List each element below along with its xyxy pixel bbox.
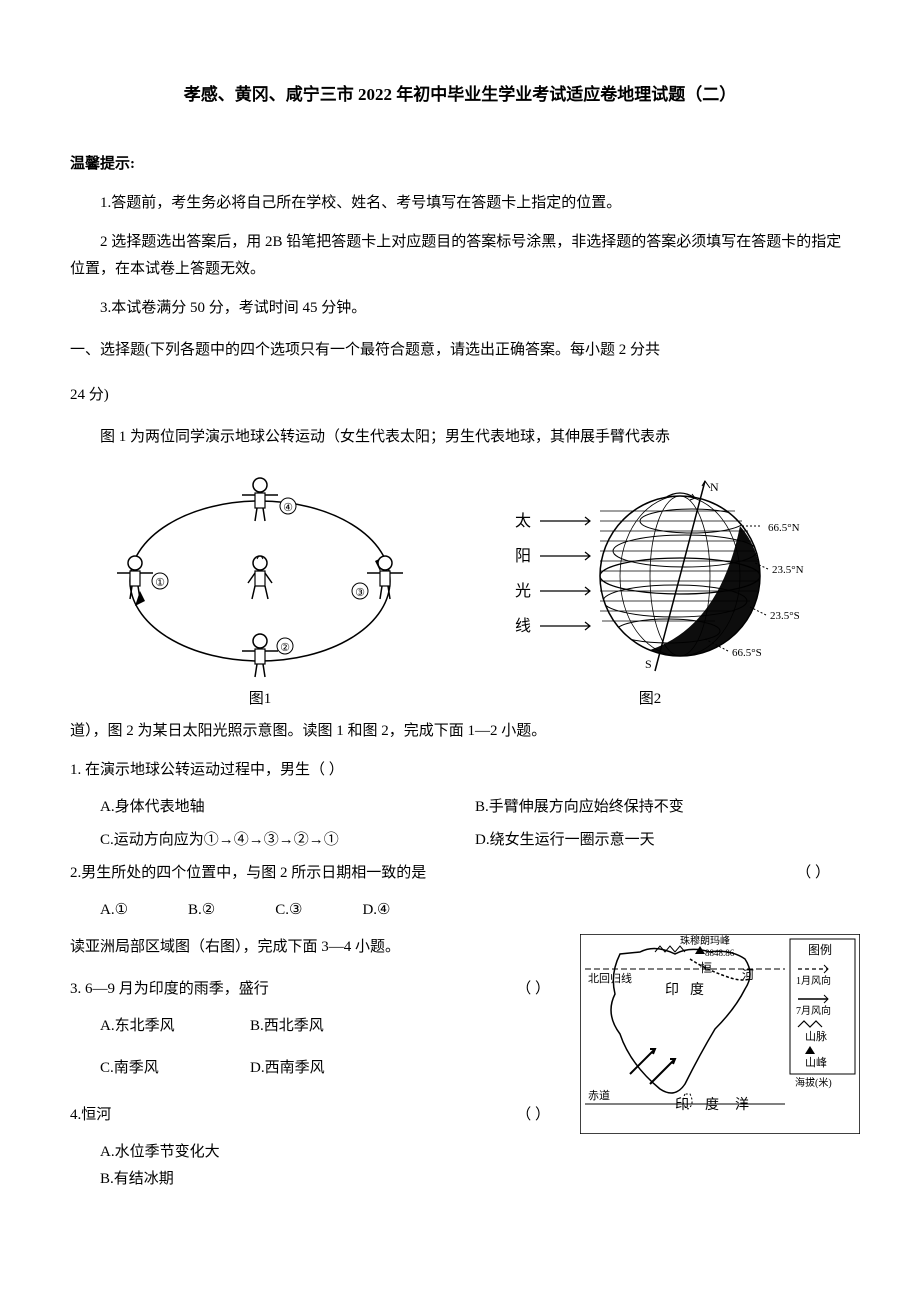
svg-text:洋: 洋 bbox=[735, 1097, 749, 1113]
q3-opt-b: B.西北季风 bbox=[250, 1013, 400, 1040]
hint-header: 温馨提示: bbox=[70, 151, 850, 178]
q1-opt-c: C.运动方向应为①→④→③→②→① bbox=[100, 827, 475, 854]
svg-text:印: 印 bbox=[665, 982, 679, 998]
figure-2-svg: 太 阳 光 线 bbox=[490, 471, 810, 681]
fig1-label: 图1 bbox=[249, 686, 272, 713]
q1-opts-row2: C.运动方向应为①→④→③→②→① D.绕女生运行一圈示意一天 bbox=[100, 827, 850, 854]
intro-1: 图 1 为两位同学演示地球公转运动（女生代表太阳；男生代表地球，其伸展手臂代表赤 bbox=[70, 424, 850, 451]
hint-2: 2 选择题选出答案后，用 2B 铅笔把答题卡上对应题目的答案标号涂黑，非选择题的… bbox=[70, 229, 850, 283]
svg-text:光: 光 bbox=[515, 582, 531, 600]
figure-row: ① ② ③ bbox=[70, 471, 850, 713]
svg-text:阳: 阳 bbox=[515, 547, 531, 565]
svg-text:66.5°S: 66.5°S bbox=[732, 647, 762, 659]
map-svg: 图例 1月风向 7月风向 山脉 山峰 海拔(米) 北回归线 赤道 珠穆朗玛峰 8… bbox=[580, 934, 860, 1134]
q2-opt-b: B.② bbox=[188, 897, 215, 924]
q4-opt-b: B.有结冰期 bbox=[100, 1166, 570, 1193]
q3-opt-d: D.西南季风 bbox=[250, 1055, 400, 1082]
svg-text:②: ② bbox=[280, 642, 290, 654]
figure-1: ① ② ③ bbox=[110, 471, 410, 713]
q2-opt-a: A.① bbox=[100, 897, 128, 924]
q3-opt-c: C.南季风 bbox=[100, 1055, 250, 1082]
svg-text:③: ③ bbox=[355, 587, 365, 599]
svg-text:太: 太 bbox=[515, 512, 531, 530]
hint-3: 3.本试卷满分 50 分，考试时间 45 分钟。 bbox=[70, 295, 850, 322]
svg-text:河: 河 bbox=[742, 968, 754, 982]
svg-text:66.5°N: 66.5°N bbox=[768, 522, 800, 534]
q1-opt-a: A.身体代表地轴 bbox=[100, 794, 475, 821]
svg-text:23.5°N: 23.5°N bbox=[772, 564, 804, 576]
question-1: 1. 在演示地球公转运动过程中，男生（ ） bbox=[70, 757, 850, 784]
hint-1: 1.答题前，考生务必将自己所在学校、姓名、考号填写在答题卡上指定的位置。 bbox=[70, 190, 850, 217]
svg-text:山峰: 山峰 bbox=[805, 1056, 827, 1069]
svg-text:图例: 图例 bbox=[808, 943, 832, 957]
section-1-header: 一、选择题(下列各题中的四个选项只有一个最符合题意，请选出正确答案。每小题 2 … bbox=[70, 334, 850, 367]
svg-text:23.5°S: 23.5°S bbox=[770, 610, 800, 622]
intro-1b: 道），图 2 为某日太阳光照示意图。读图 1 和图 2，完成下面 1—2 小题。 bbox=[70, 718, 850, 745]
map-figure: 图例 1月风向 7月风向 山脉 山峰 海拔(米) 北回归线 赤道 珠穆朗玛峰 8… bbox=[570, 934, 850, 1193]
question-4: 4.恒河 （ ） bbox=[70, 1102, 570, 1129]
section-1-header-b: 24 分) bbox=[70, 379, 850, 412]
figure-1-svg: ① ② ③ bbox=[110, 471, 410, 681]
q2-paren: （ ） bbox=[796, 860, 830, 887]
svg-text:1月风向: 1月风向 bbox=[796, 974, 831, 987]
svg-text:①: ① bbox=[155, 577, 165, 589]
q4-paren: （ ） bbox=[516, 1102, 550, 1129]
page-title: 孝感、黄冈、咸宁三市 2022 年初中毕业生学业考试适应卷地理试题（二） bbox=[70, 80, 850, 111]
q2-opts: A.① B.② C.③ D.④ bbox=[100, 897, 850, 924]
q1-opt-b: B.手臂伸展方向应始终保持不变 bbox=[475, 794, 850, 821]
svg-text:印: 印 bbox=[675, 1097, 689, 1113]
q3-paren: （ ） bbox=[516, 976, 550, 1003]
q2-opt-d: D.④ bbox=[362, 897, 390, 924]
svg-text:S: S bbox=[645, 657, 652, 671]
intro-2: 读亚洲局部区域图（右图），完成下面 3—4 小题。 bbox=[70, 934, 570, 961]
svg-text:山脉: 山脉 bbox=[805, 1029, 827, 1043]
svg-text:④: ④ bbox=[283, 502, 293, 514]
figure-2: 太 阳 光 线 bbox=[490, 471, 810, 713]
q2-opt-c: C.③ bbox=[275, 897, 302, 924]
svg-text:度: 度 bbox=[705, 1097, 719, 1113]
fig2-label: 图2 bbox=[639, 686, 662, 713]
q1-opt-d: D.绕女生运行一圈示意一天 bbox=[475, 827, 850, 854]
svg-text:8848.86: 8848.86 bbox=[705, 948, 735, 958]
svg-text:恒: 恒 bbox=[700, 961, 712, 975]
svg-text:北回归线: 北回归线 bbox=[588, 971, 632, 985]
question-2: 2.男生所处的四个位置中，与图 2 所示日期相一致的是 （ ） bbox=[70, 860, 850, 887]
svg-text:线: 线 bbox=[515, 617, 531, 635]
q1-opts-row1: A.身体代表地轴 B.手臂伸展方向应始终保持不变 bbox=[100, 794, 850, 821]
q3-opts-row2: C.南季风 D.西南季风 bbox=[100, 1055, 400, 1082]
q3-opts-row1: A.东北季风 B.西北季风 bbox=[100, 1013, 400, 1040]
svg-text:度: 度 bbox=[690, 982, 704, 998]
svg-text:N: N bbox=[710, 480, 719, 494]
svg-text:海拔(米): 海拔(米) bbox=[795, 1076, 832, 1089]
question-3: 3. 6—9 月为印度的雨季，盛行 （ ） bbox=[70, 976, 570, 1003]
svg-text:珠穆朗玛峰: 珠穆朗玛峰 bbox=[680, 934, 730, 947]
q3-opt-a: A.东北季风 bbox=[100, 1013, 250, 1040]
svg-text:7月风向: 7月风向 bbox=[796, 1004, 831, 1017]
svg-text:赤道: 赤道 bbox=[588, 1088, 610, 1102]
q4-opt-a: A.水位季节变化大 bbox=[100, 1139, 570, 1166]
